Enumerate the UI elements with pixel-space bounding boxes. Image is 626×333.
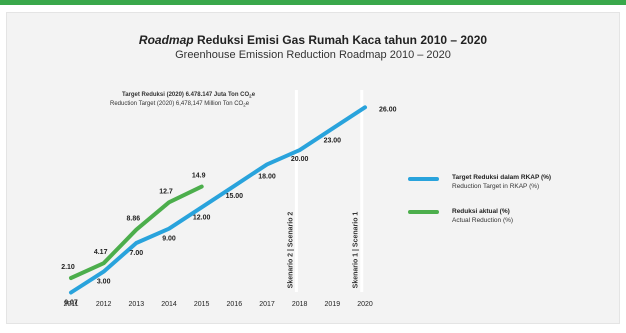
chart-title-italic: Roadmap: [139, 33, 194, 47]
data-label-target-2018: 20.00: [291, 156, 309, 163]
data-label-actual-2011: 2.10: [61, 264, 75, 271]
scenario-label-2: Skenario 1 | Scenario 1: [353, 212, 360, 289]
x-tick-2011: 2011: [63, 301, 78, 308]
chart-subtitle: Greenhouse Emission Reduction Roadmap 20…: [175, 49, 451, 61]
data-label-target-2013: 7.00: [130, 250, 144, 257]
chart-panel: [6, 12, 620, 324]
scenario-label-1: Skenario 2 | Scenario 2: [287, 212, 294, 289]
x-tick-2016: 2016: [227, 301, 243, 308]
chart-title: Roadmap Reduksi Emisi Gas Rumah Kaca tah…: [139, 33, 487, 47]
x-axis-ticks: 2011 2012 2013 2014 2015 2016 2017 2018 2019 2020: [63, 301, 372, 308]
data-labels-layer: 0.07 3.00 7.00 9.00 12.00 15.00 18.00 20.00 23.0…: [61, 106, 396, 306]
legend-label-actual-en: Actual Reduction (%): [452, 217, 513, 224]
data-label-target-2011: 0.07: [64, 300, 78, 307]
target-note-id: Target Reduksi (2020) 6.478.147 Juta Ton…: [122, 92, 256, 99]
x-tick-2015: 2015: [194, 301, 210, 308]
top-accent-bar: [0, 0, 626, 5]
data-label-actual-2015: 14.9: [192, 173, 206, 180]
legend-label-actual: Reduksi aktual (%): [452, 208, 510, 215]
x-tick-2017: 2017: [259, 301, 275, 308]
x-tick-2013: 2013: [129, 301, 145, 308]
x-tick-2020: 2020: [357, 301, 373, 308]
x-tick-2012: 2012: [96, 301, 112, 308]
data-label-target-2012: 3.00: [97, 279, 111, 286]
data-label-actual-2012: 4.17: [94, 249, 108, 256]
legend: Target Reduksi dalam RKAP (%) Reduction …: [408, 174, 551, 224]
data-label-target-2015: 12.00: [193, 214, 211, 221]
target-note-en: Reduction Target (2020) 6,478,147 Millio…: [110, 101, 250, 108]
data-label-target-2020: 26.00: [379, 106, 397, 113]
series-layer: [69, 105, 367, 295]
data-label-target-2017: 18.00: [258, 173, 276, 180]
data-label-actual-2013: 8.86: [127, 216, 141, 223]
legend-label-target-en: Reduction Target in RKAP (%): [452, 183, 539, 190]
data-label-target-2019: 23.00: [324, 138, 342, 145]
scenario-layer: Skenario 2 | Scenario 2 Skenario 1 | Scen…: [287, 90, 364, 292]
data-label-target-2014: 9.00: [162, 236, 176, 243]
legend-label-target: Target Reduksi dalam RKAP (%): [452, 174, 551, 181]
data-label-actual-2014: 12.7: [159, 188, 173, 195]
chart-title-rest: Reduksi Emisi Gas Rumah Kaca tahun 2010 …: [194, 33, 488, 47]
x-tick-2018: 2018: [292, 301, 308, 308]
series-line-target: [69, 105, 367, 295]
x-tick-2014: 2014: [161, 301, 177, 308]
data-label-target-2016: 15.00: [226, 193, 244, 200]
series-line-actual: [69, 184, 204, 280]
x-tick-2019: 2019: [325, 301, 341, 308]
